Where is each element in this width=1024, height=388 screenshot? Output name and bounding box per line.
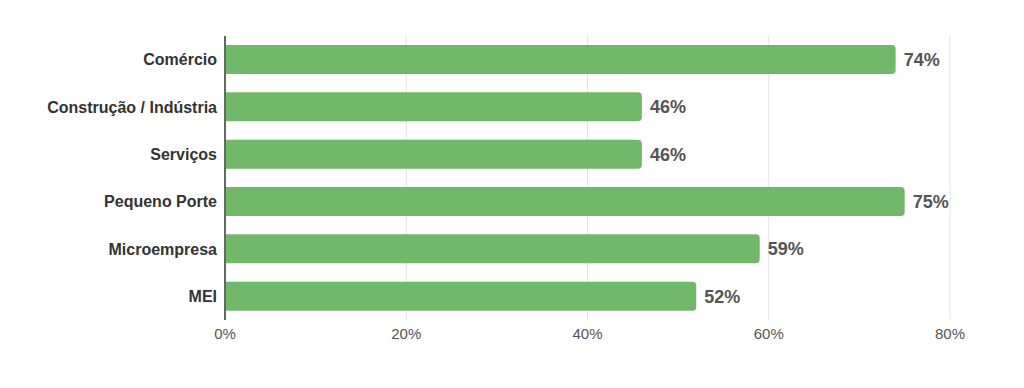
svg-text:46%: 46% bbox=[650, 145, 686, 165]
svg-text:Comércio: Comércio bbox=[143, 51, 217, 68]
svg-text:80%: 80% bbox=[935, 325, 965, 342]
svg-text:20%: 20% bbox=[391, 325, 421, 342]
svg-text:0%: 0% bbox=[214, 325, 236, 342]
svg-text:Microempresa: Microempresa bbox=[109, 241, 218, 258]
svg-text:Construção / Indústria: Construção / Indústria bbox=[47, 99, 217, 116]
svg-text:Pequeno Porte: Pequeno Porte bbox=[104, 193, 217, 210]
svg-text:52%: 52% bbox=[704, 287, 740, 307]
svg-text:74%: 74% bbox=[904, 50, 940, 70]
svg-text:75%: 75% bbox=[913, 192, 949, 212]
svg-text:46%: 46% bbox=[650, 97, 686, 117]
svg-text:60%: 60% bbox=[754, 325, 784, 342]
svg-text:59%: 59% bbox=[768, 239, 804, 259]
svg-text:MEI: MEI bbox=[189, 288, 217, 305]
svg-text:40%: 40% bbox=[572, 325, 602, 342]
svg-text:Serviços: Serviços bbox=[150, 146, 217, 163]
